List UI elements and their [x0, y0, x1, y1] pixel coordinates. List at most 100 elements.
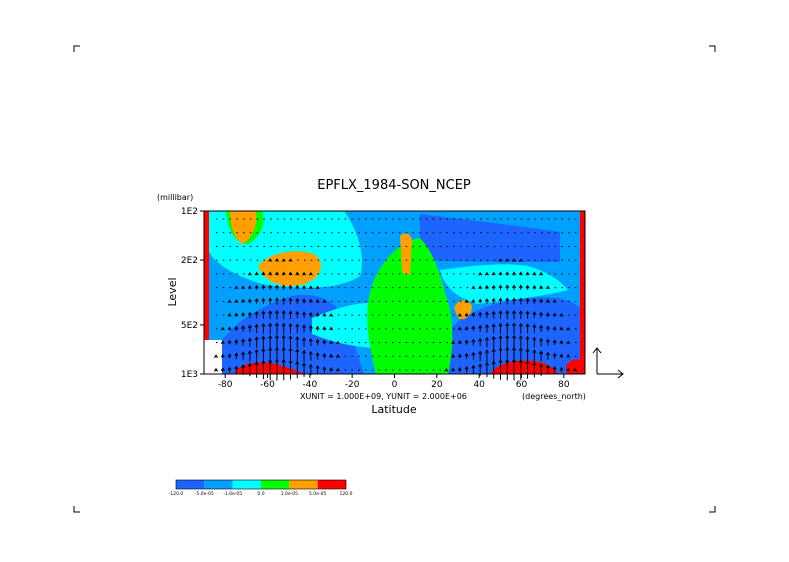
vector-arrowhead: [247, 350, 252, 354]
y-tick-label: 5E2: [181, 321, 198, 331]
vector-arrowhead: [329, 326, 334, 331]
missing-data-lower-left: [204, 340, 222, 374]
colorbar-label: 5.0e-05: [309, 491, 326, 497]
vector-arrowhead: [525, 297, 530, 302]
vector-arrowhead: [451, 367, 456, 372]
vector-arrowhead: [234, 325, 239, 330]
vector-arrowhead: [532, 349, 537, 353]
vector-arrowhead: [478, 363, 483, 368]
vector-arrowhead: [532, 298, 537, 302]
x-axis-label: Latitude: [371, 403, 417, 416]
vector-arrowhead: [512, 271, 517, 276]
vector-arrowhead: [484, 311, 489, 315]
vector-arrowhead: [498, 297, 503, 302]
x-axis-unit: (degrees_north): [522, 392, 586, 401]
contour-region-cyan-right: [440, 264, 568, 304]
vector-arrowhead: [525, 323, 530, 327]
vector-arrowhead: [566, 326, 571, 331]
vector-arrowhead: [268, 310, 273, 314]
vector-arrowhead: [464, 365, 469, 370]
x-axis-ticks: -80 -60 -40 -20 0 20 40 60 80: [218, 374, 570, 390]
vector-arrowhead: [261, 284, 266, 289]
vector-arrowhead: [505, 258, 510, 262]
vector-arrowhead: [539, 337, 544, 342]
vector-arrowhead: [512, 334, 517, 339]
vector-arrowhead: [559, 340, 564, 344]
reference-vector-horizontal-head: [617, 369, 624, 379]
vector-arrowhead: [308, 350, 313, 355]
vector-arrowhead: [220, 353, 225, 358]
colorbar-label: 0.0: [257, 491, 264, 497]
vector-arrowhead: [525, 348, 530, 352]
vector-arrowhead: [457, 326, 462, 331]
vector-arrowhead: [295, 348, 300, 353]
vector-arrowhead: [254, 336, 259, 341]
vector-arrowhead: [241, 298, 246, 303]
reference-vector: [592, 347, 624, 379]
vector-arrowhead: [254, 271, 259, 276]
vector-arrowhead: [220, 340, 225, 345]
vector-arrowhead: [505, 309, 510, 314]
vector-arrowhead: [261, 359, 266, 364]
vector-arrowhead: [559, 326, 564, 331]
vector-arrowhead: [559, 366, 564, 371]
contour-edge-left-red: [204, 211, 209, 341]
vector-arrowhead: [295, 310, 300, 315]
vector-arrowhead: [518, 297, 523, 302]
vector-arrowhead: [241, 325, 246, 329]
vector-arrowhead: [505, 334, 510, 339]
vector-arrowhead: [281, 322, 286, 327]
vector-arrowhead: [274, 322, 279, 327]
vector-arrowhead: [274, 358, 279, 363]
vector-arrowhead: [295, 297, 300, 302]
contour-edge-right-red: [580, 211, 585, 374]
x-tick-label: -20: [345, 380, 360, 390]
colorbar-swatch: [204, 480, 233, 489]
vector-arrowhead: [329, 367, 334, 371]
vector-arrowhead: [227, 299, 232, 304]
vector-arrowhead: [308, 298, 313, 303]
vector-arrowhead: [315, 299, 320, 303]
vector-arrowhead: [322, 352, 327, 357]
vector-arrowhead: [247, 337, 252, 342]
vector-arrowhead: [498, 347, 503, 352]
vector-arrowhead: [254, 298, 259, 302]
vector-arrowhead: [491, 348, 496, 352]
vector-arrowhead: [295, 323, 300, 328]
vector-arrowhead: [539, 285, 544, 289]
vector-arrowhead: [545, 364, 550, 369]
vector-arrowhead: [281, 271, 286, 276]
vector-arrowhead: [308, 271, 313, 276]
vector-arrowhead: [295, 271, 300, 276]
vector-arrowhead: [302, 298, 307, 302]
x-tick-label: 60: [516, 380, 528, 390]
vector-arrowhead: [552, 312, 557, 317]
vector-arrowhead: [518, 284, 523, 289]
vector-arrowhead: [532, 271, 537, 276]
vector-arrowhead: [261, 297, 266, 302]
vector-arrowhead: [268, 347, 273, 351]
vector-arrowhead: [484, 361, 489, 366]
vector-arrowhead: [247, 298, 252, 303]
vector-arrowhead: [302, 285, 307, 289]
vector-arrowhead: [491, 271, 496, 276]
colorbar-label: 1.0e-05: [281, 491, 298, 497]
vector-arrowhead: [288, 359, 293, 364]
vector-arrowhead: [234, 339, 239, 343]
vector-arrowhead: [254, 361, 259, 365]
vector-arrowhead: [254, 323, 259, 328]
vector-arrowhead: [254, 284, 259, 289]
x-tick-label: 0: [392, 380, 398, 390]
vector-arrowhead: [295, 284, 300, 289]
vector-units-label: XUNIT = 1.000E+09, YUNIT = 2.000E+06: [300, 392, 467, 401]
colorbar-label: -120.0: [169, 491, 184, 497]
vector-arrowhead: [281, 334, 286, 339]
vector-arrowhead: [512, 284, 517, 289]
vector-arrowhead: [518, 310, 523, 314]
vector-arrowhead: [241, 285, 246, 290]
vector-arrowhead: [532, 311, 537, 315]
vector-arrowhead: [478, 324, 483, 329]
vector-arrowhead: [268, 334, 273, 339]
